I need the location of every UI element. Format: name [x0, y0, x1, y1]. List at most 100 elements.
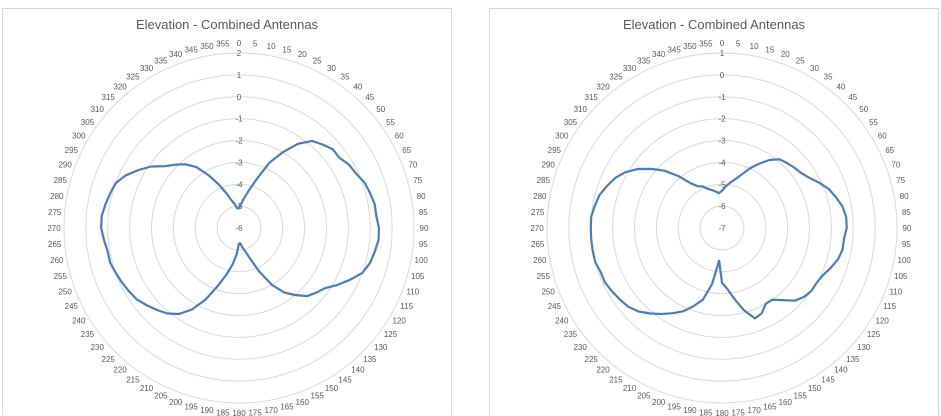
radial-tick-label: -6 [718, 202, 726, 211]
grid [63, 52, 415, 404]
angle-tick-label: 315 [102, 93, 116, 102]
angle-tick-label: 115 [400, 302, 413, 311]
angle-tick-label: 40 [353, 82, 362, 91]
angle-tick-label: 130 [374, 343, 388, 352]
angle-tick-label: 5 [736, 40, 741, 49]
chart-title: Elevation - Combined Antennas [135, 17, 319, 32]
angle-tick-label: 185 [699, 408, 713, 416]
angle-tick-label: 35 [341, 72, 350, 81]
angle-tick-label: 125 [867, 330, 881, 339]
angle-tick-label: 330 [140, 64, 154, 73]
angle-tick-label: 105 [894, 272, 908, 281]
radial-tick-label: -1 [235, 115, 243, 124]
angle-tick-label: 135 [846, 355, 860, 364]
radial-tick-label: -2 [235, 137, 243, 146]
radar-chart-left: 210-1-2-3-4-5-60 5 10 152025303540455055606… [47, 39, 429, 416]
angle-tick-label: 155 [311, 392, 325, 401]
grid-ring [546, 52, 898, 404]
angle-tick-label: 85 [419, 208, 428, 217]
angle-tick-label: 15 [282, 45, 291, 54]
angle-tick-label: 205 [154, 392, 168, 401]
angle-tick-label: 110 [406, 287, 419, 296]
angle-tick-label: 60 [395, 132, 404, 141]
angle-tick-label: 160 [296, 398, 310, 407]
radial-tick-label: -5 [718, 180, 726, 189]
angle-tick-label: 15 [765, 45, 774, 54]
angle-tick-label: 105 [411, 272, 425, 281]
angle-tick-label: 345 [184, 45, 198, 54]
angle-tick-label: 340 [652, 50, 666, 59]
radar-chart-right: 10-1-2-3-4-5-6-70 5 10 15202530354045505560… [530, 39, 912, 416]
radial-tick-label: -7 [718, 224, 726, 233]
grid-ring [85, 74, 393, 382]
angle-tick-label: 335 [154, 56, 168, 65]
angle-tick-label: 270 [530, 224, 544, 233]
angle-tick-label: 170 [747, 406, 761, 415]
angle-tick-label: 300 [72, 132, 86, 141]
radial-tick-label: -2 [718, 115, 726, 124]
angle-tick-label: 145 [821, 376, 835, 385]
angle-tick-label: 280 [50, 192, 64, 201]
angle-tick-label: 70 [891, 161, 900, 170]
angle-tick-label: 215 [609, 376, 623, 385]
chart-panel-right: Elevation - Combined Antennas 1 0 -1 -2 -3 -4… [489, 8, 939, 416]
radial-tick-label: 0 [237, 93, 242, 102]
series-line [100, 139, 381, 316]
angle-tick-label: 180 [715, 409, 729, 416]
angle-tick-label: 155 [794, 392, 808, 401]
radial-tick-label: -1 [718, 93, 726, 102]
angle-tick-label: 95 [419, 240, 428, 249]
radial-tick-label: 2 [237, 49, 242, 58]
angle-tick-label: 335 [637, 56, 651, 65]
angle-tick-label: 290 [58, 161, 72, 170]
angle-tick-label: 200 [169, 398, 183, 407]
angle-tick-label: 330 [623, 64, 637, 73]
angle-tick-label: 50 [376, 105, 385, 114]
angle-tick-label: 10 [267, 42, 276, 51]
angle-tick-label: 195 [667, 403, 681, 412]
angle-tick-label: 0 [237, 39, 242, 48]
angle-tick-label: 235 [564, 330, 578, 339]
angle-tick-label: 135 [363, 355, 377, 364]
angle-tick-label: 30 [327, 64, 336, 73]
angle-tick-label: 185 [216, 408, 230, 416]
angle-tick-label: 265 [531, 240, 545, 249]
angle-tick-label: 295 [65, 146, 79, 155]
angle-tick-label: 190 [683, 406, 697, 415]
angle-tick-label: 140 [834, 366, 848, 375]
angle-tick-label: 25 [796, 56, 805, 65]
angle-tick-label: 165 [763, 403, 777, 412]
angle-tick-label: 180 [232, 409, 246, 416]
angle-tick-label: 245 [548, 302, 562, 311]
angle-tick-label: 270 [47, 224, 61, 233]
angle-tick-label: 320 [596, 82, 610, 91]
radial-tick-label: -6 [235, 224, 243, 233]
angle-tick-label: 45 [365, 93, 374, 102]
angle-tick-label: 195 [184, 403, 198, 412]
angle-tick-label: 275 [531, 208, 545, 217]
radial-tick-label: -3 [235, 158, 243, 167]
chart-panel-left: Elevation - Combined Antennas 2 1 0 -1 -2 -3 -… [2, 8, 452, 416]
angle-tick-label: 255 [54, 272, 68, 281]
angle-tick-label: 55 [386, 118, 395, 127]
angle-tick-label: 305 [81, 118, 95, 127]
angle-tick-label: 70 [408, 161, 417, 170]
angle-tick-label: 225 [585, 355, 599, 364]
angle-tick-label: 150 [808, 384, 822, 393]
angle-tick-label: 215 [126, 376, 140, 385]
angle-tick-label: 20 [298, 50, 307, 59]
grid-ring [107, 96, 371, 360]
angle-tick-label: 55 [869, 118, 878, 127]
grid-ring [655, 161, 789, 295]
grid-ring [568, 74, 876, 382]
angle-tick-label: 265 [48, 240, 62, 249]
angle-tick-label: 60 [878, 132, 887, 141]
angle-tick-label: 285 [54, 176, 68, 185]
angle-tick-label: 75 [896, 176, 905, 185]
angle-tick-label: 345 [667, 45, 681, 54]
chart-title: Elevation - Combined Antennas [622, 17, 806, 32]
angle-tick-label: 160 [779, 398, 793, 407]
grid-ring [634, 140, 810, 316]
angle-tick-label: 340 [169, 50, 183, 59]
angle-tick-label: 290 [541, 161, 555, 170]
